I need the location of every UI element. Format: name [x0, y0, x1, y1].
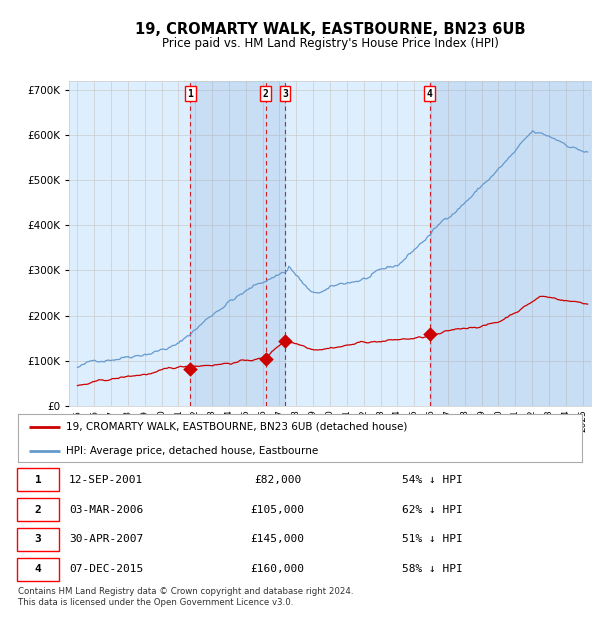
Text: £160,000: £160,000	[250, 564, 304, 574]
Point	[185, 364, 195, 374]
Text: 54% ↓ HPI: 54% ↓ HPI	[401, 475, 462, 485]
FancyBboxPatch shape	[17, 528, 59, 551]
Point	[261, 353, 271, 363]
Text: 12-SEP-2001: 12-SEP-2001	[69, 475, 143, 485]
Text: 62% ↓ HPI: 62% ↓ HPI	[401, 505, 462, 515]
Text: 07-DEC-2015: 07-DEC-2015	[69, 564, 143, 574]
Text: 4: 4	[427, 89, 433, 99]
FancyBboxPatch shape	[17, 469, 59, 491]
Text: £105,000: £105,000	[250, 505, 304, 515]
Text: 3: 3	[282, 89, 288, 99]
Text: £145,000: £145,000	[250, 534, 304, 544]
Text: £82,000: £82,000	[254, 475, 301, 485]
Text: 51% ↓ HPI: 51% ↓ HPI	[401, 534, 462, 544]
Bar	[430, 81, 591, 406]
Text: 19, CROMARTY WALK, EASTBOURNE, BN23 6UB: 19, CROMARTY WALK, EASTBOURNE, BN23 6UB	[135, 22, 525, 37]
Text: 58% ↓ HPI: 58% ↓ HPI	[401, 564, 462, 574]
Text: 4: 4	[35, 564, 41, 574]
Text: 2: 2	[35, 505, 41, 515]
Text: Price paid vs. HM Land Registry's House Price Index (HPI): Price paid vs. HM Land Registry's House …	[161, 37, 499, 50]
FancyBboxPatch shape	[17, 498, 59, 521]
Text: 03-MAR-2006: 03-MAR-2006	[69, 505, 143, 515]
Text: 19, CROMARTY WALK, EASTBOURNE, BN23 6UB (detached house): 19, CROMARTY WALK, EASTBOURNE, BN23 6UB …	[66, 422, 407, 432]
Text: 1: 1	[35, 475, 41, 485]
Text: 2: 2	[263, 89, 268, 99]
FancyBboxPatch shape	[17, 558, 59, 580]
Text: HPI: Average price, detached house, Eastbourne: HPI: Average price, detached house, East…	[66, 446, 318, 456]
Text: 3: 3	[35, 534, 41, 544]
Point	[280, 335, 290, 345]
Text: 30-APR-2007: 30-APR-2007	[69, 534, 143, 544]
Point	[425, 329, 434, 339]
Text: 1: 1	[187, 89, 193, 99]
Bar	[190, 81, 285, 406]
Text: Contains HM Land Registry data © Crown copyright and database right 2024.
This d: Contains HM Land Registry data © Crown c…	[18, 587, 353, 606]
